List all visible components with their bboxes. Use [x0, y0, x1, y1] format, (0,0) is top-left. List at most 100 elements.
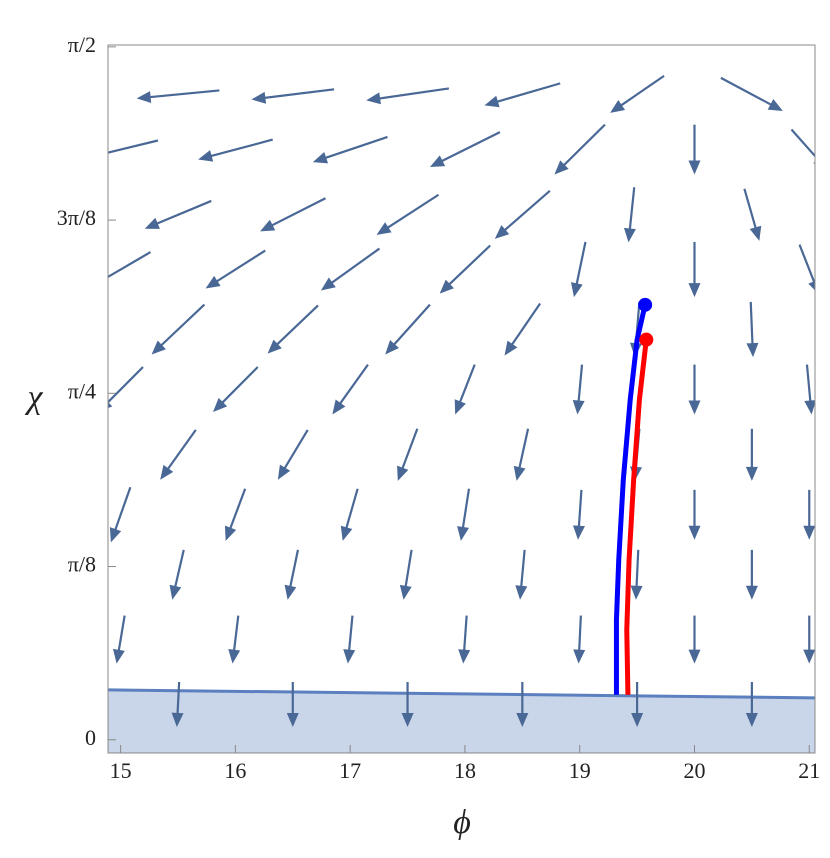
- arrow-head: [376, 222, 392, 235]
- arrow-head: [213, 397, 228, 413]
- field-arrow: [343, 615, 356, 664]
- x-tick-label: 18: [454, 758, 476, 783]
- arrow-head: [198, 150, 214, 162]
- arrow-shaft: [404, 549, 413, 589]
- arrow-head: [804, 400, 815, 415]
- arrow-head: [109, 527, 122, 543]
- field-arrow: [798, 244, 815, 291]
- field-arrow: [109, 486, 132, 543]
- field-arrow: [198, 138, 273, 162]
- x-tick-label: 21: [798, 758, 820, 783]
- arrow-head: [573, 649, 586, 664]
- arrow-shaft: [262, 88, 335, 100]
- trajectory-start: [638, 297, 653, 312]
- arrow-head: [286, 712, 299, 727]
- arrow-head: [623, 227, 636, 243]
- x-tick-label: 19: [569, 758, 591, 783]
- arrow-head: [171, 712, 184, 727]
- field-arrow: [688, 489, 701, 540]
- field-arrow: [160, 429, 197, 480]
- region-fill: [108, 689, 815, 753]
- arrow-head: [610, 100, 626, 113]
- arrow-head: [277, 464, 291, 480]
- y-axis-label: χ: [25, 379, 44, 416]
- arrow-head: [284, 584, 297, 600]
- arrow-shaft: [618, 74, 665, 108]
- field-arrow: [151, 303, 206, 355]
- x-tick-label: 17: [339, 758, 361, 783]
- arrow-head: [260, 219, 276, 232]
- arrow-head: [494, 225, 510, 239]
- arrow-shaft: [400, 428, 419, 471]
- field-arrow: [312, 135, 388, 164]
- trajectory: [624, 339, 649, 695]
- field-arrow: [108, 366, 144, 409]
- field-arrow: [804, 364, 815, 415]
- arrow-shaft: [519, 549, 526, 589]
- trajectory: [613, 304, 648, 695]
- arrow-head: [320, 277, 336, 291]
- arrow-head: [439, 279, 454, 294]
- arrow-shaft: [208, 138, 273, 158]
- arrow-shaft: [720, 76, 774, 107]
- arrow-shaft: [347, 615, 354, 653]
- arrow-head: [570, 282, 583, 298]
- field-arrow: [554, 123, 606, 175]
- arrow-head: [401, 712, 414, 727]
- arrow-head: [745, 466, 758, 481]
- arrow-shaft: [220, 366, 259, 405]
- field-arrow: [630, 549, 643, 600]
- arrow-head: [631, 712, 644, 727]
- arrow-head: [169, 584, 182, 600]
- plot-area: [83, 74, 815, 753]
- arrow-shaft: [274, 304, 319, 347]
- field-arrow: [171, 681, 184, 727]
- field-arrow: [803, 615, 815, 664]
- arrow-head: [688, 160, 701, 175]
- field-arrow: [454, 364, 476, 415]
- arrow-shaft: [502, 189, 551, 233]
- arrow-head: [688, 525, 701, 540]
- arrow-head: [454, 399, 466, 415]
- arrow-shaft: [147, 89, 220, 99]
- arrow-shaft: [391, 303, 431, 347]
- arrow-shaft: [159, 303, 206, 348]
- arrow-head: [136, 91, 152, 104]
- arrow-head: [108, 401, 113, 409]
- field-arrow: [366, 87, 450, 105]
- field-arrow: [745, 681, 758, 727]
- field-arrow: [267, 304, 319, 354]
- arrow-head: [429, 155, 446, 167]
- x-tick-label: 20: [683, 758, 705, 783]
- arrow-head: [267, 339, 282, 354]
- arrow-shaft: [377, 87, 450, 100]
- arrow-head: [91, 275, 106, 287]
- arrow-shaft: [269, 197, 326, 228]
- arrow-head: [83, 149, 98, 161]
- arrow-head: [688, 283, 701, 298]
- arrow-shaft: [214, 249, 266, 284]
- frame: [107, 44, 816, 754]
- arrow-head: [803, 649, 815, 664]
- y-tick-label: 0: [85, 725, 96, 750]
- x-axis-label: ϕ: [453, 804, 471, 841]
- field-arrow: [688, 615, 701, 664]
- field-arrow: [401, 681, 414, 727]
- arrow-shaft: [494, 82, 561, 104]
- field-arrow: [504, 302, 542, 356]
- y-tick-label: π/8: [68, 552, 96, 577]
- field-arrow: [688, 124, 701, 175]
- arrow-shaft: [509, 302, 542, 347]
- arrow-head: [572, 525, 585, 540]
- arrow-shaft: [154, 199, 212, 226]
- field-arrow: [83, 139, 159, 161]
- arrow-shaft: [517, 428, 530, 471]
- field-arrow: [286, 681, 299, 727]
- arrow-shaft: [323, 135, 388, 160]
- arrow-head: [808, 280, 815, 291]
- field-arrow: [516, 681, 529, 727]
- field-arrow: [144, 199, 212, 229]
- arrow-head: [504, 340, 518, 356]
- arrow-shaft: [577, 364, 584, 404]
- arrow-shaft: [329, 247, 381, 285]
